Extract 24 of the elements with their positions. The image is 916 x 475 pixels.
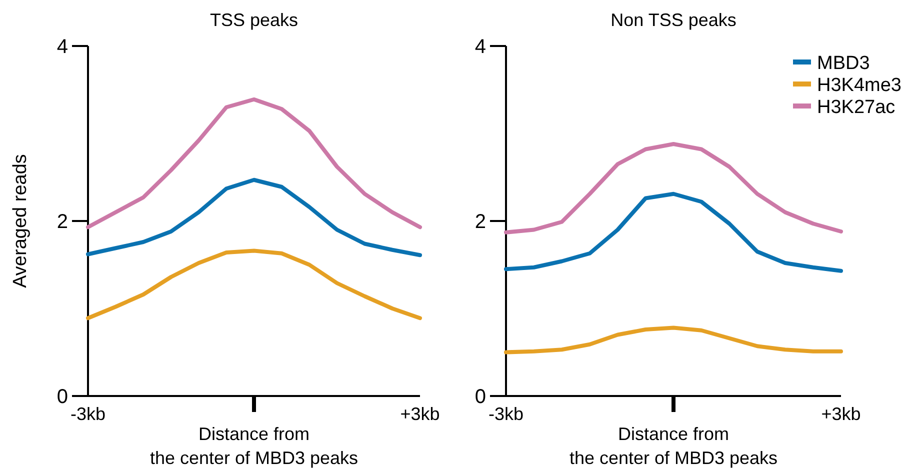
- y-tick-label: 2: [474, 211, 486, 233]
- line-series: [504, 326, 843, 354]
- y-tick-label: 0: [56, 386, 68, 408]
- y-tick-label: 0: [474, 386, 486, 408]
- line-series: [86, 248, 422, 320]
- y-tick-label: 2: [56, 211, 68, 233]
- chart-title: Non TSS peaks: [610, 10, 736, 30]
- x-tick-label: -3kb: [70, 404, 106, 424]
- legend-label: H3K27ac: [817, 97, 896, 118]
- line-series: [504, 192, 843, 273]
- y-tick-label: 4: [56, 36, 68, 58]
- line-series: [504, 142, 843, 234]
- y-axis-title: Averaged reads: [10, 154, 31, 288]
- line-series: [86, 97, 422, 230]
- x-axis-title: Distance from the center of MBD3 peaks: [569, 424, 778, 468]
- y-tick-label: 4: [474, 36, 486, 58]
- line-series: [86, 178, 422, 258]
- x-tick-label: +3kb: [400, 404, 440, 424]
- x-tick-label: +3kb: [821, 404, 861, 424]
- x-tick-label: -3kb: [488, 404, 524, 424]
- legend-label: H3K4me3: [817, 75, 902, 96]
- legend-label: MBD3: [817, 53, 870, 74]
- x-axis-title: Distance from the center of MBD3 peaks: [150, 424, 358, 468]
- chart-title: TSS peaks: [210, 10, 298, 30]
